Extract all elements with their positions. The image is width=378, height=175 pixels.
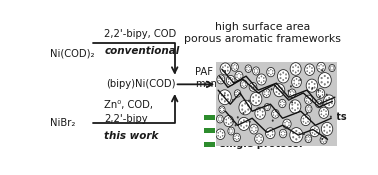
FancyBboxPatch shape bbox=[204, 115, 215, 120]
Text: conventional: conventional bbox=[104, 46, 180, 56]
Text: 2,2'-bipy, COD: 2,2'-bipy, COD bbox=[104, 29, 177, 40]
FancyBboxPatch shape bbox=[204, 128, 215, 133]
Text: NiBr₂: NiBr₂ bbox=[50, 118, 76, 128]
Text: bench stable reactants: bench stable reactants bbox=[220, 112, 346, 122]
Text: (bipy)Ni(COD): (bipy)Ni(COD) bbox=[106, 79, 175, 89]
FancyBboxPatch shape bbox=[204, 142, 215, 147]
Text: this work: this work bbox=[104, 131, 159, 141]
Text: PAF: PAF bbox=[195, 66, 213, 76]
Text: Ni(COD)₂: Ni(COD)₂ bbox=[50, 48, 94, 58]
Text: Zn⁰, COD,: Zn⁰, COD, bbox=[104, 100, 153, 110]
Text: 2,2'-bipy: 2,2'-bipy bbox=[104, 114, 148, 124]
Text: high surface area
porous aromatic frameworks: high surface area porous aromatic framew… bbox=[184, 22, 341, 44]
Text: monomers: monomers bbox=[195, 79, 248, 89]
Text: gram scale synthesis: gram scale synthesis bbox=[220, 126, 335, 136]
Text: single protocol: single protocol bbox=[220, 139, 302, 149]
